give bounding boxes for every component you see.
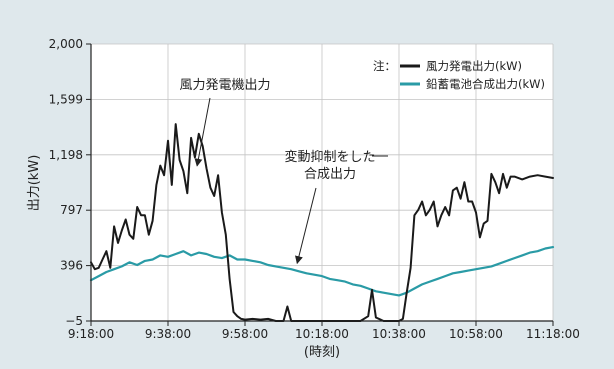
x-tick-label: 9:38:00 bbox=[145, 327, 191, 341]
tick-labels: −5 396 797 1,198 1,599 2,000 9:18:00 9:38:00 9:5… bbox=[49, 37, 580, 341]
series-line-wind bbox=[90, 123, 554, 322]
y-tick-label: −5 bbox=[65, 314, 83, 328]
x-axis-title: (時刻) bbox=[304, 345, 340, 360]
x-tick-label: 10:38:00 bbox=[372, 327, 426, 341]
y-tick-label: 2,000 bbox=[49, 37, 83, 51]
series-layer bbox=[89, 123, 555, 322]
x-tick-label: 11:18:00 bbox=[526, 327, 580, 341]
y-axis-title: 出力(kW) bbox=[27, 155, 42, 212]
axes bbox=[86, 43, 554, 326]
series-line-battery bbox=[89, 246, 555, 297]
annotation-label-battery: 変動抑制をした bbox=[284, 149, 375, 165]
annotation-arrow-battery bbox=[295, 187, 317, 265]
legend-prefix: 注： bbox=[373, 59, 396, 73]
legend-label: 風力発電出力(kW) bbox=[426, 59, 522, 73]
legend: 注： 風力発電出力(kW) 鉛蓄電池合成出力(kW) bbox=[373, 59, 545, 91]
x-tick-label: 9:58:00 bbox=[222, 327, 268, 341]
annotation-label-battery: 合成出力 bbox=[304, 167, 356, 182]
annotation-label-wind: 風力発電機出力 bbox=[179, 78, 270, 93]
grid-lines bbox=[91, 43, 554, 321]
y-tick-label: 396 bbox=[60, 259, 83, 273]
x-tick-label: 9:18:00 bbox=[68, 327, 114, 341]
legend-label: 鉛蓄電池合成出力(kW) bbox=[426, 77, 545, 91]
y-tick-label: 797 bbox=[60, 203, 83, 217]
x-tick-label: 10:58:00 bbox=[449, 327, 503, 341]
y-tick-label: 1,198 bbox=[49, 148, 83, 162]
annotation-arrow-wind bbox=[194, 97, 211, 167]
y-tick-label: 1,599 bbox=[49, 92, 83, 106]
x-tick-label: 10:18:00 bbox=[295, 327, 349, 341]
